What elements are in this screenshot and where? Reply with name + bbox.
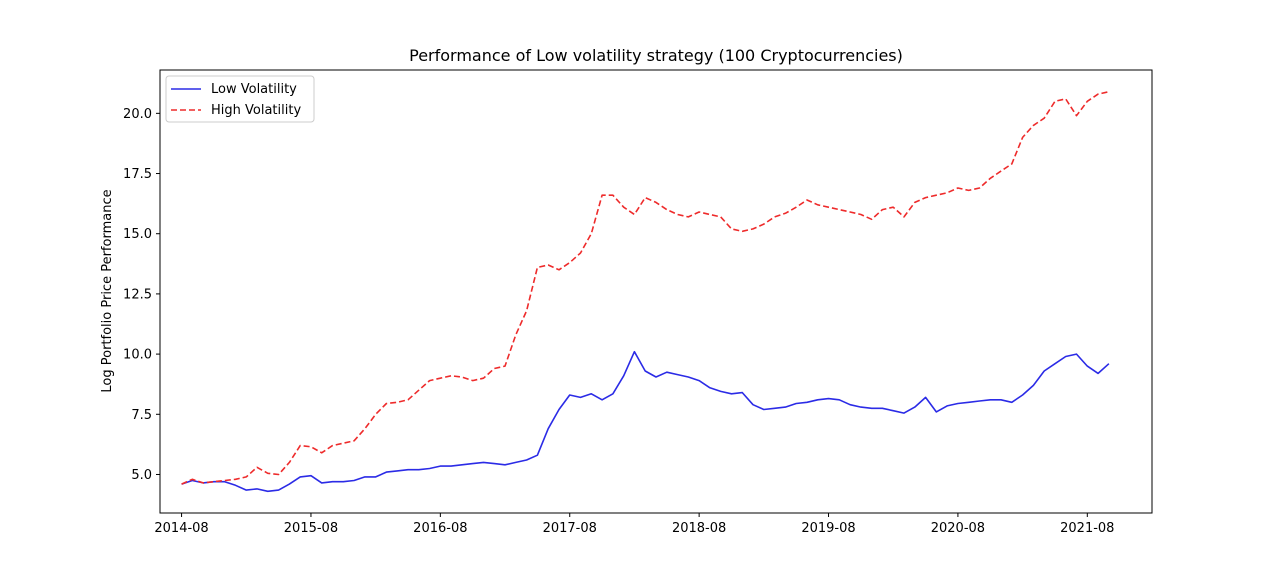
- legend-label-low-volatility: Low Volatility: [211, 82, 297, 97]
- chart-title: Performance of Low volatility strategy (…: [409, 46, 903, 65]
- y-tick-label: 5.0: [131, 468, 152, 483]
- series-line-low-volatility: [181, 350, 1110, 493]
- x-tick-label: 2017-08: [543, 521, 597, 536]
- series-line-high-volatility: [181, 90, 1110, 485]
- legend: Low Volatility High Volatility: [165, 75, 315, 123]
- x-tick-label: 2019-08: [801, 521, 855, 536]
- x-tick-label: 2015-08: [284, 521, 338, 536]
- x-tick-label: 2021-08: [1060, 521, 1114, 536]
- x-tick-label: 2020-08: [931, 521, 985, 536]
- y-tick-label: 17.5: [123, 167, 152, 182]
- y-tick-label: 12.5: [123, 287, 152, 302]
- axis-ticks: 2014-08 2015-08 2016-08 2017-08 2018-08 2019-…: [123, 107, 1114, 536]
- y-tick-label: 7.5: [131, 408, 152, 423]
- y-tick-label: 10.0: [123, 348, 152, 363]
- legend-label-high-volatility: High Volatility: [211, 103, 301, 118]
- y-axis-label: Log Portfolio Price Performance: [100, 189, 115, 392]
- y-tick-label: 15.0: [123, 227, 152, 242]
- x-tick-label: 2014-08: [154, 521, 208, 536]
- x-tick-label: 2016-08: [413, 521, 467, 536]
- plot-lines: [181, 90, 1110, 493]
- x-tick-label: 2018-08: [672, 521, 726, 536]
- y-tick-label: 20.0: [123, 107, 152, 122]
- plot-frame: [159, 69, 1153, 514]
- legend-box: [165, 75, 315, 123]
